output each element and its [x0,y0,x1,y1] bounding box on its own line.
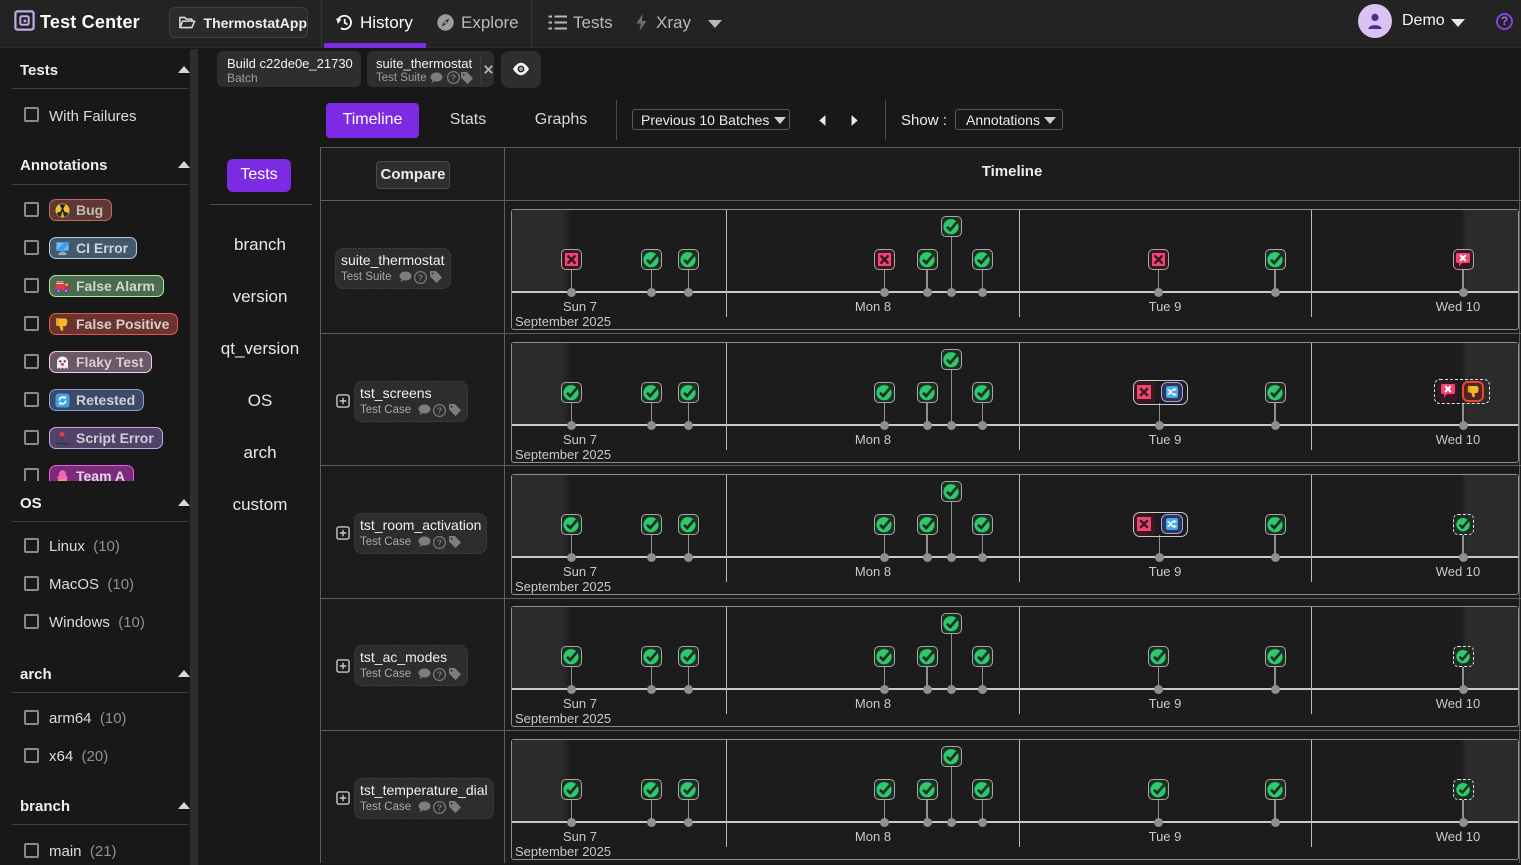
svg-text:?: ? [437,669,442,679]
svg-text:?: ? [417,272,422,282]
svg-text:?: ? [437,802,442,812]
svg-text:?: ? [437,537,442,547]
svg-text:?: ? [451,72,456,82]
svg-text:?: ? [437,405,442,415]
